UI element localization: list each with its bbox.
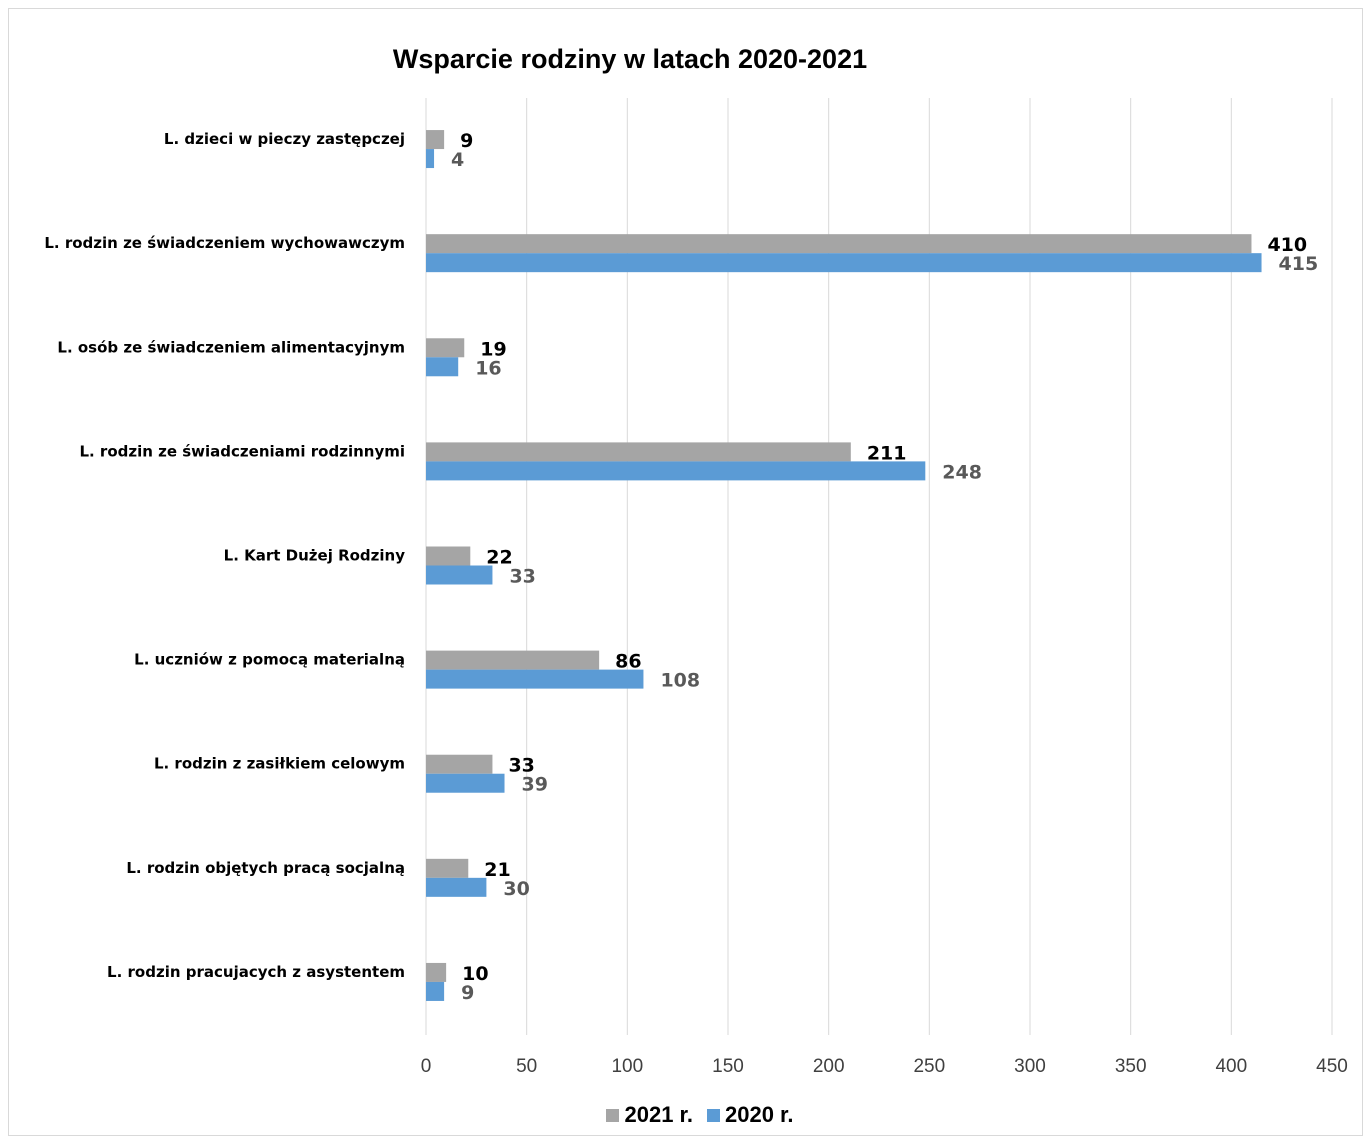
legend: 2021 r. 2020 r. [0, 1102, 1372, 1128]
data-label-2021: 33 [508, 755, 534, 777]
data-label-2020: 33 [509, 566, 535, 588]
data-label-2020: 4 [451, 149, 464, 171]
bar-2021 [426, 442, 851, 462]
legend-swatch-2021 [606, 1108, 620, 1122]
x-tick-label-150: 150 [712, 1056, 744, 1077]
bar-2020 [426, 253, 1262, 273]
bar-2021 [426, 234, 1252, 254]
x-tick-label-50: 50 [516, 1056, 537, 1077]
data-label-2021: 211 [867, 442, 907, 464]
legend-label-2020: 2020 r. [725, 1102, 794, 1127]
data-label-2020: 30 [503, 878, 529, 900]
data-label-2021: 19 [480, 338, 506, 360]
category-label: L. rodzin z zasiłkiem celowym [154, 755, 405, 773]
x-tick-label-450: 450 [1316, 1056, 1348, 1077]
data-label-2020: 108 [660, 670, 700, 692]
data-label-2021: 9 [460, 130, 473, 152]
category-label: L. Kart Dużej Rodziny [224, 547, 406, 565]
bar-2020 [426, 149, 435, 169]
data-label-2021: 10 [462, 963, 488, 985]
bar-2020 [426, 877, 487, 897]
bar-2021 [426, 130, 445, 150]
category-label: L. rodzin ze świadczeniami rodzinnymi [79, 442, 405, 460]
data-label-2021: 22 [486, 547, 512, 569]
category-label: L. rodzin objętych pracą socjalną [126, 859, 405, 877]
data-label-2020: 415 [1279, 253, 1319, 275]
data-label-2020: 9 [461, 982, 474, 1004]
data-label-2020: 248 [942, 461, 982, 483]
data-label-2021: 86 [615, 651, 641, 673]
data-label-2020: 39 [522, 774, 548, 796]
data-label-2021: 410 [1267, 234, 1307, 256]
x-tick-label-350: 350 [1115, 1056, 1147, 1077]
bar-2021 [426, 858, 469, 878]
x-tick-label-250: 250 [913, 1056, 945, 1077]
chart-title: Wsparcie rodziny w latach 2020-2021 [392, 44, 868, 74]
bar-2020 [426, 461, 926, 481]
legend-label-2021: 2021 r. [624, 1102, 693, 1127]
data-label-2020: 16 [475, 357, 501, 379]
x-tick-label-400: 400 [1215, 1056, 1247, 1077]
x-tick-label-300: 300 [1014, 1056, 1046, 1077]
x-tick-label-100: 100 [611, 1056, 643, 1077]
bar-2020 [426, 669, 644, 689]
bar-2020 [426, 773, 505, 793]
category-label: L. uczniów z pomocą materialną [134, 651, 405, 669]
bar-2021 [426, 962, 447, 982]
data-label-2021: 21 [484, 859, 510, 881]
category-label: L. rodzin ze świadczeniem wychowawczym [44, 234, 405, 252]
chart-area [8, 8, 1363, 1136]
legend-item-2021: 2021 r. [606, 1102, 693, 1128]
bar-2020 [426, 357, 459, 377]
category-label: L. osób ze świadczeniem alimentacyjnym [57, 338, 405, 356]
legend-swatch-2020 [707, 1108, 720, 1122]
x-tick-label-0: 0 [421, 1056, 432, 1077]
bar-2021 [426, 650, 600, 670]
category-label: L. rodzin pracujacych z asystentem [107, 963, 405, 981]
bar-2021 [426, 754, 493, 774]
legend-item-2020: 2020 r. [707, 1102, 794, 1128]
bar-2020 [426, 981, 445, 1001]
bar-2020 [426, 565, 493, 585]
bar-2021 [426, 546, 471, 566]
bar-2021 [426, 338, 465, 358]
x-tick-label-200: 200 [813, 1056, 845, 1077]
category-label: L. dzieci w pieczy zastępczej [164, 130, 405, 148]
